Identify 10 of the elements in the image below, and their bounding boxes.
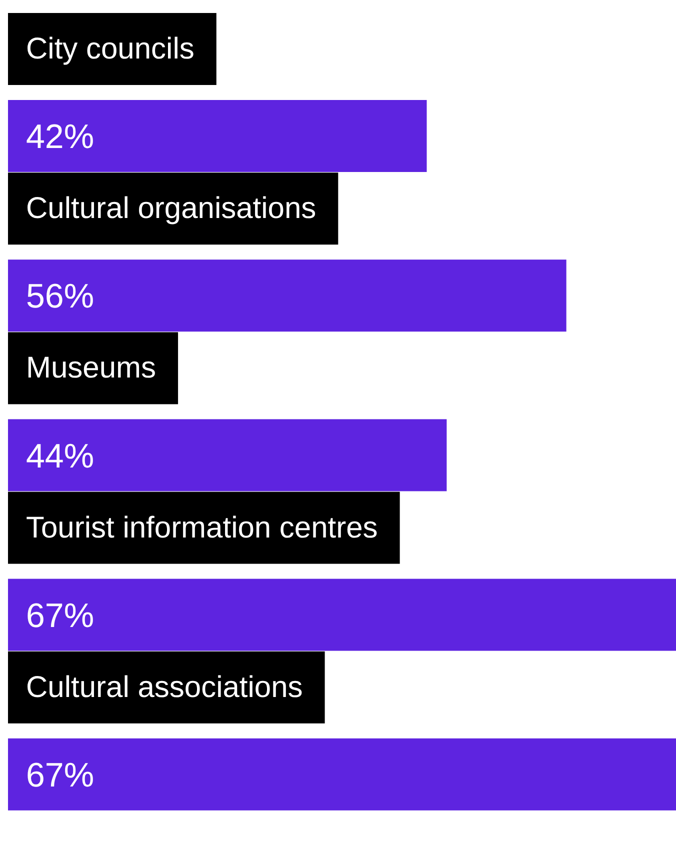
- data-label: 56%: [26, 278, 94, 316]
- data-label: 67%: [26, 596, 94, 635]
- data-label: 44%: [26, 437, 94, 476]
- y-tick-label: Museums: [26, 352, 156, 385]
- y-tick-label: City councils: [26, 32, 194, 66]
- y-tick-label: Cultural organisations: [26, 192, 316, 226]
- y-tick-label: Cultural associations: [26, 670, 303, 704]
- y-tick-label: Tourist information centres: [26, 511, 378, 544]
- data-label: 42%: [26, 118, 94, 156]
- data-label: 67%: [26, 756, 94, 794]
